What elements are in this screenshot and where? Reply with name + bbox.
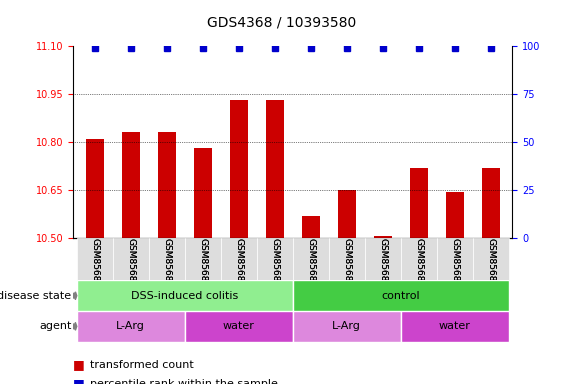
Bar (446, 192, 464, 238)
Bar (77, 311, 185, 342)
Text: GSM856815: GSM856815 (270, 238, 279, 293)
Bar (77, 280, 293, 311)
FancyBboxPatch shape (365, 238, 401, 280)
Text: GSM856807: GSM856807 (414, 238, 423, 293)
Text: GSM856814: GSM856814 (234, 238, 243, 293)
Bar (122, 132, 140, 238)
FancyArrow shape (73, 323, 77, 330)
Text: GSM856818: GSM856818 (162, 238, 171, 293)
Bar (401, 311, 509, 342)
Text: water: water (439, 321, 471, 331)
Bar (482, 168, 500, 238)
Bar (410, 168, 428, 238)
Text: GSM856816: GSM856816 (90, 238, 99, 293)
FancyBboxPatch shape (437, 238, 473, 280)
Bar (230, 101, 248, 238)
Text: GSM856809: GSM856809 (486, 238, 495, 293)
Bar (293, 280, 509, 311)
Text: L-Arg: L-Arg (117, 321, 145, 331)
Text: GSM856813: GSM856813 (198, 238, 207, 293)
Text: GSM856818: GSM856818 (162, 238, 171, 293)
Bar (185, 311, 293, 342)
Text: DSS-induced colitis: DSS-induced colitis (131, 291, 238, 301)
Text: GSM856812: GSM856812 (378, 238, 387, 293)
Text: GSM856817: GSM856817 (126, 238, 135, 293)
Bar (302, 216, 320, 238)
Text: GSM856808: GSM856808 (450, 238, 459, 293)
Text: GDS4368 / 10393580: GDS4368 / 10393580 (207, 15, 356, 29)
Text: GSM856810: GSM856810 (306, 238, 315, 293)
Text: GSM856817: GSM856817 (126, 238, 135, 293)
Text: GSM856814: GSM856814 (234, 238, 243, 293)
Text: GSM856811: GSM856811 (342, 238, 351, 293)
Text: GSM856816: GSM856816 (90, 238, 99, 293)
Text: GSM856813: GSM856813 (198, 238, 207, 293)
Text: L-Arg: L-Arg (332, 321, 361, 331)
FancyBboxPatch shape (293, 238, 329, 280)
Text: GSM856812: GSM856812 (378, 238, 387, 293)
Bar (194, 149, 212, 238)
Text: ■: ■ (73, 358, 85, 371)
Bar (86, 139, 104, 238)
FancyBboxPatch shape (401, 238, 437, 280)
Text: ■: ■ (73, 377, 85, 384)
Text: GSM856811: GSM856811 (342, 238, 351, 293)
Bar (158, 132, 176, 238)
Text: disease state: disease state (0, 291, 72, 301)
Text: transformed count: transformed count (90, 360, 194, 370)
Text: control: control (382, 291, 420, 301)
Bar (338, 190, 356, 238)
FancyBboxPatch shape (113, 238, 149, 280)
Text: GSM856807: GSM856807 (414, 238, 423, 293)
Text: agent: agent (39, 321, 72, 331)
FancyBboxPatch shape (77, 238, 113, 280)
FancyArrow shape (73, 292, 77, 300)
Bar (374, 237, 392, 238)
FancyBboxPatch shape (473, 238, 509, 280)
Text: water: water (223, 321, 254, 331)
Bar (293, 311, 401, 342)
FancyBboxPatch shape (257, 238, 293, 280)
Text: percentile rank within the sample: percentile rank within the sample (90, 379, 278, 384)
Text: GSM856815: GSM856815 (270, 238, 279, 293)
Text: GSM856809: GSM856809 (486, 238, 495, 293)
Bar (266, 101, 284, 238)
FancyBboxPatch shape (149, 238, 185, 280)
Text: GSM856808: GSM856808 (450, 238, 459, 293)
FancyBboxPatch shape (329, 238, 365, 280)
Text: GSM856810: GSM856810 (306, 238, 315, 293)
FancyBboxPatch shape (185, 238, 221, 280)
FancyBboxPatch shape (221, 238, 257, 280)
